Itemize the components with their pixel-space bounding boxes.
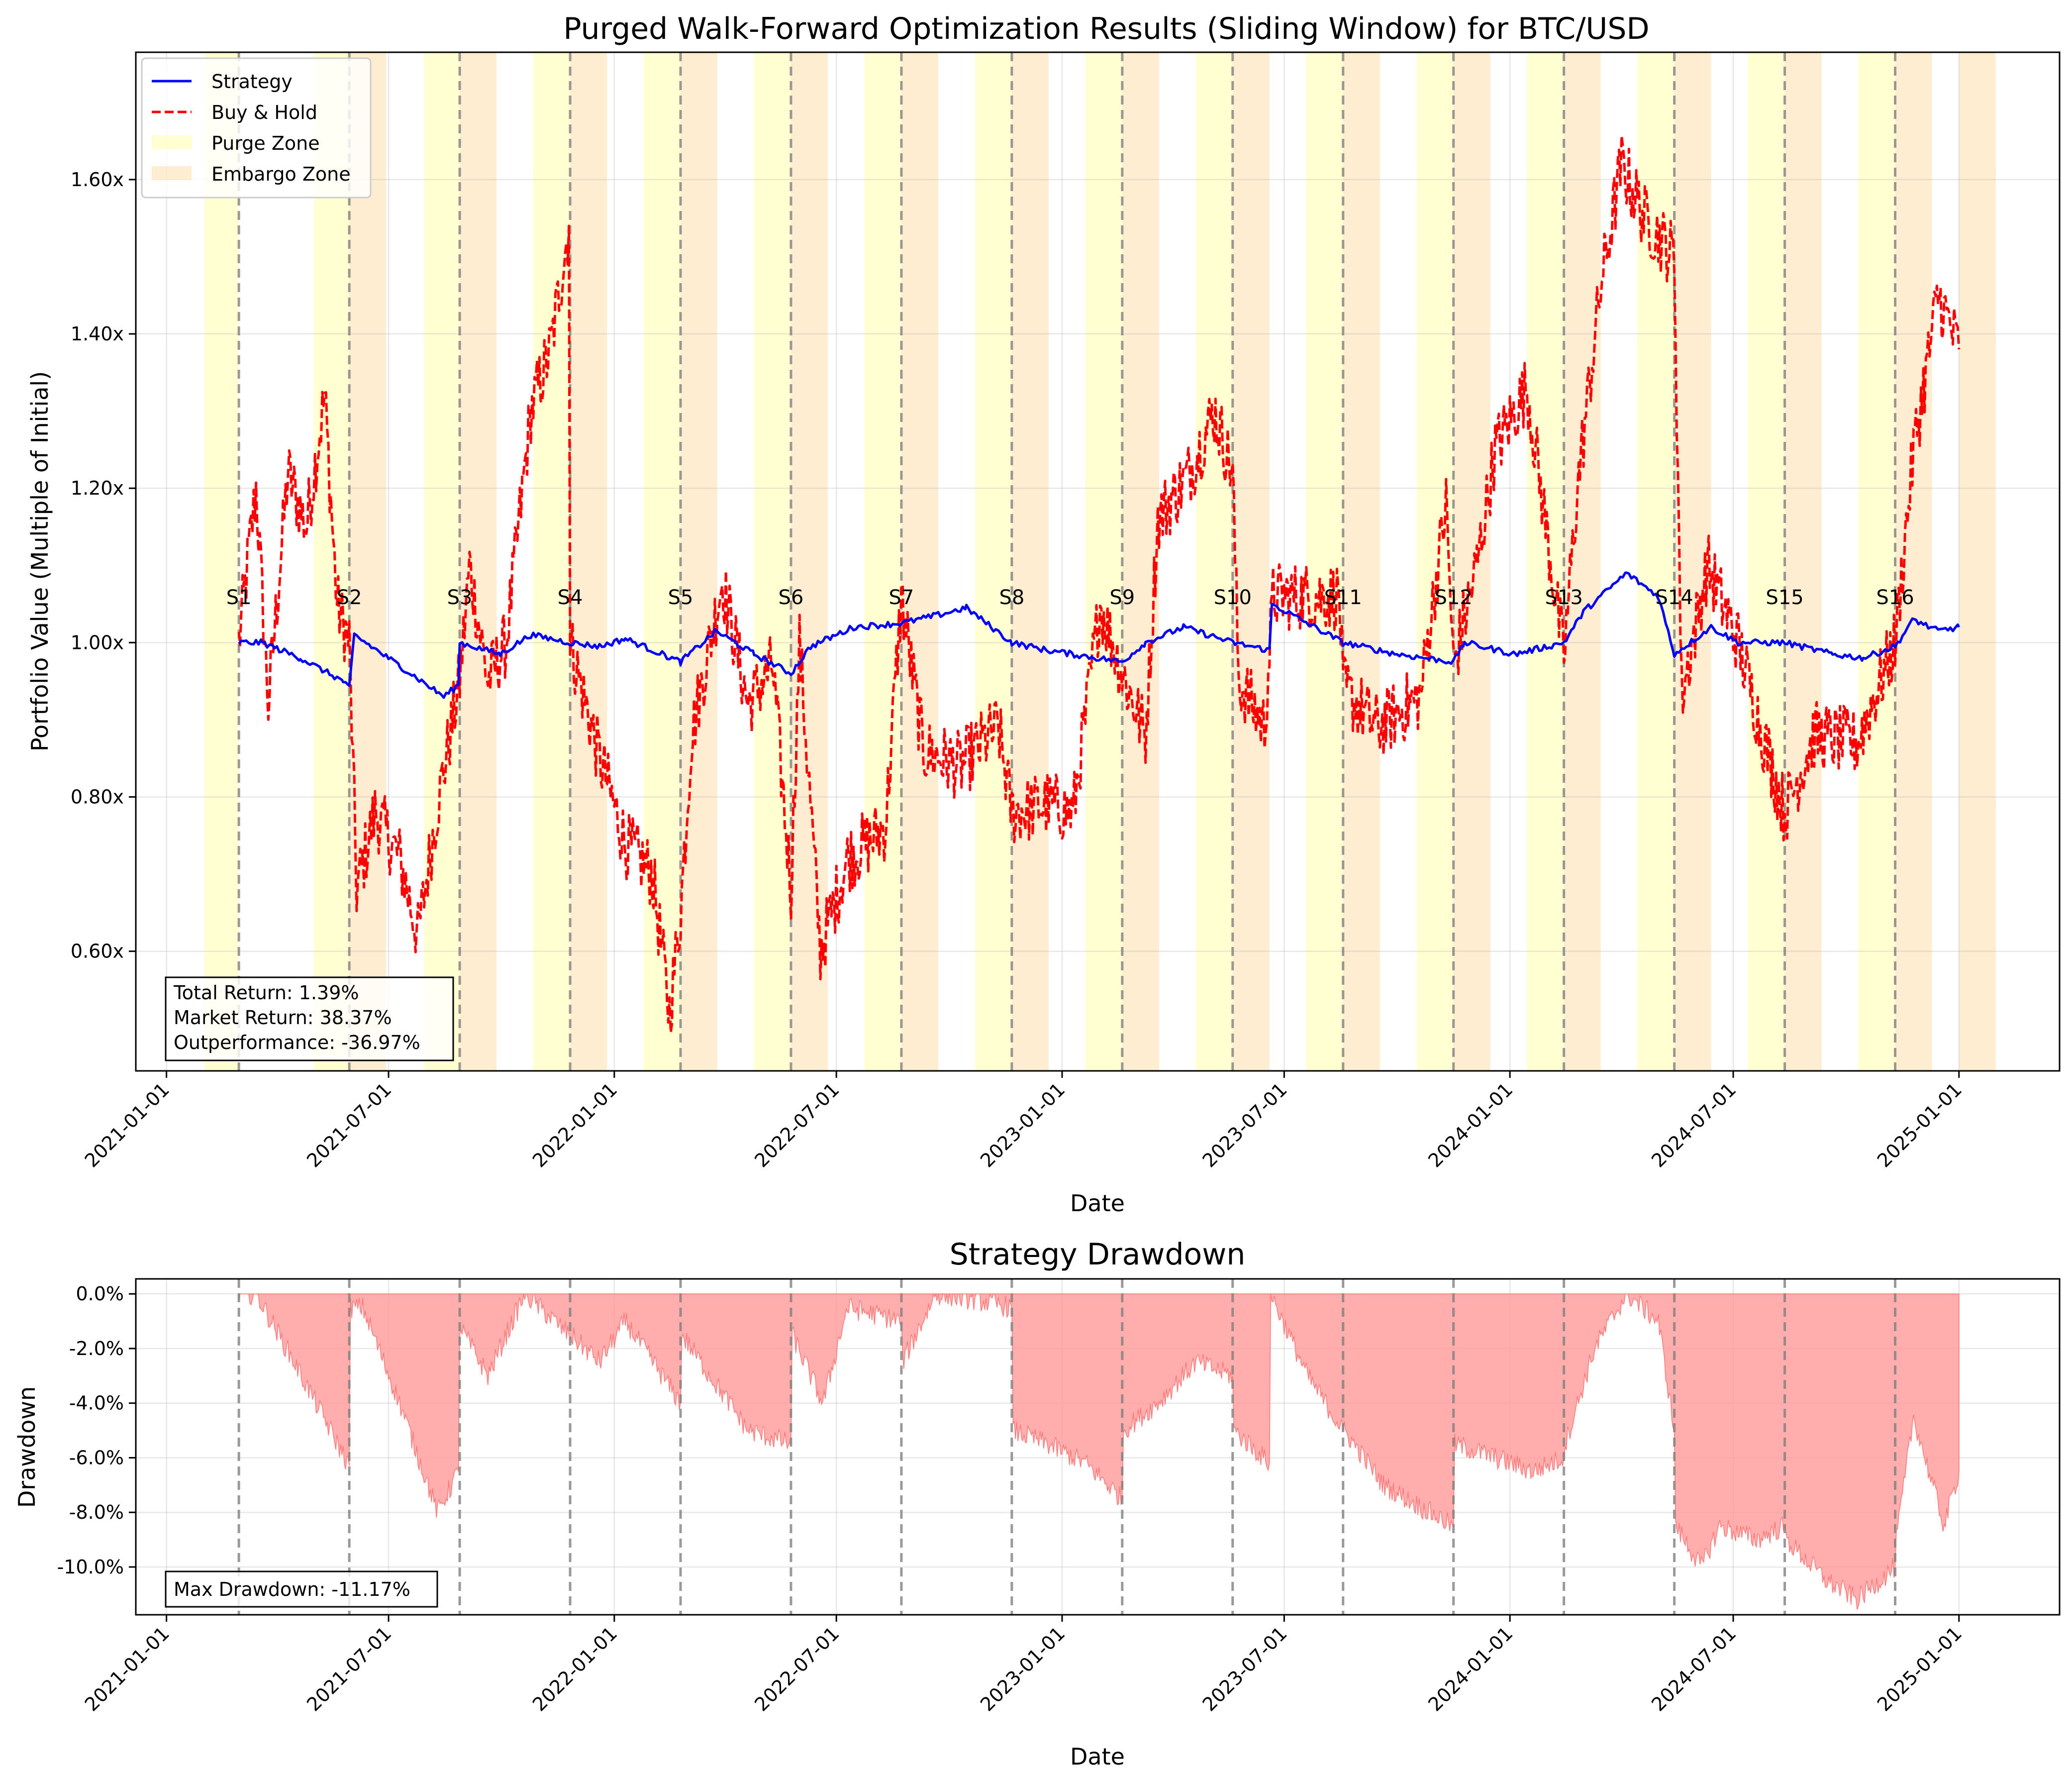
embargo-zone-S10 <box>1232 52 1270 1071</box>
purge-zone-S13 <box>1527 52 1564 1071</box>
y-tick-label: -6.0% <box>69 1447 124 1468</box>
legend-embargo-label: Embargo Zone <box>211 163 351 185</box>
legend: Strategy Buy & Hold Purge Zone Embargo Z… <box>141 57 372 199</box>
main-chart-x-axis-title: Date <box>1070 1190 1125 1217</box>
buy-hold-line <box>237 134 1961 1034</box>
split-label-S1: S1 <box>226 586 252 609</box>
max-drawdown-frame <box>165 1570 438 1608</box>
split-labels: S1 S2 S3 S4 S5 S6 S7 S8 S9 S10 S11 S12 S13 S14 S15 S16 <box>226 586 1914 609</box>
y-tick-label: 1.20x <box>71 477 124 499</box>
purge-zone-S9 <box>1085 52 1122 1071</box>
drawdown-chart-y-axis: 0.0% -2.0% -4.0% -6.0% -8.0% -10.0% <box>57 1283 136 1578</box>
purge-zone-S4 <box>533 52 571 1071</box>
purge-zone-S3 <box>424 52 460 1071</box>
strategy-line <box>238 571 1961 699</box>
y-tick-label: 1.40x <box>71 323 124 345</box>
purge-zone-S15 <box>1748 52 1785 1071</box>
drawdown-chart-frame <box>135 1278 2061 1616</box>
split-label-S5: S5 <box>668 586 693 609</box>
total-return-text: Total Return: 1.39% <box>173 982 359 1004</box>
split-label-S9: S9 <box>1109 586 1135 609</box>
y-tick-label: 0.80x <box>71 786 124 808</box>
split-label-S13: S13 <box>1545 586 1583 609</box>
drawdown-split-lines <box>237 1279 1897 1615</box>
main-chart-frame <box>135 51 2061 1072</box>
legend-strategy-label: Strategy <box>211 71 293 93</box>
market-return-text: Market Return: 38.37% <box>174 1007 392 1029</box>
purge-zone-S5 <box>644 52 681 1071</box>
main-chart: Purged Walk-Forward Optimization Results… <box>26 11 2061 1217</box>
y-tick-label: 1.60x <box>71 169 124 191</box>
legend-item-embargo-zone: Embargo Zone <box>152 163 351 185</box>
legend-item-purge-zone: Purge Zone <box>152 132 320 154</box>
purge-zone-S7 <box>864 52 901 1071</box>
split-label-S3: S3 <box>447 586 473 609</box>
split-label-S12: S12 <box>1435 586 1473 609</box>
purge-zone-S6 <box>754 52 791 1071</box>
drawdown-chart-x-axis-title: Date <box>1070 1743 1125 1770</box>
embargo-zone-S5 <box>680 52 717 1071</box>
split-label-S6: S6 <box>779 586 804 609</box>
legend-buy-hold-label: Buy & Hold <box>211 102 317 123</box>
embargo-zone-S3 <box>460 52 497 1071</box>
embargo-zone-S7 <box>901 52 938 1071</box>
legend-box <box>141 57 372 199</box>
purge-zone-S14 <box>1637 52 1675 1071</box>
embargo-zone-S8 <box>1011 52 1049 1071</box>
drawdown-chart-title: Strategy Drawdown <box>950 1237 1246 1272</box>
main-chart-title: Purged Walk-Forward Optimization Results… <box>563 11 1649 46</box>
split-label-S15: S15 <box>1766 586 1803 609</box>
embargo-zone-S2 <box>349 52 387 1071</box>
outperformance-text: Outperformance: -36.97% <box>174 1032 420 1053</box>
performance-summary-frame <box>165 976 454 1061</box>
y-tick-label: -10.0% <box>57 1556 124 1578</box>
split-label-S4: S4 <box>558 586 583 609</box>
embargo-zone-final <box>1959 52 1996 1071</box>
main-chart-y-axis: 0.60x 0.80x 1.00x 1.20x 1.40x 1.60x <box>71 169 136 962</box>
purge-zone-S12 <box>1416 52 1454 1071</box>
drawdown-chart-y-axis-title: Drawdown <box>13 1386 40 1508</box>
purge-zone-S11 <box>1306 52 1343 1071</box>
embargo-zone-S4 <box>570 52 607 1071</box>
split-label-S11: S11 <box>1324 586 1362 609</box>
embargo-zone-S11 <box>1343 52 1380 1071</box>
legend-item-strategy: Strategy <box>152 71 293 93</box>
split-label-S7: S7 <box>888 586 914 609</box>
y-tick-label: 0.0% <box>76 1283 124 1305</box>
purge-zone-S2 <box>313 52 350 1071</box>
split-label-S16: S16 <box>1876 586 1914 609</box>
split-label-S14: S14 <box>1655 586 1693 609</box>
main-chart-y-axis-title: Portfolio Value (Multiple of Initial) <box>26 371 53 751</box>
y-tick-label: 1.00x <box>71 631 124 653</box>
max-drawdown-box: Max Drawdown: -11.17% <box>165 1570 438 1608</box>
purge-zone-S10 <box>1195 52 1233 1071</box>
legend-embargo-swatch <box>152 166 192 180</box>
y-tick-label: 0.60x <box>71 940 124 962</box>
embargo-zone-S9 <box>1122 52 1159 1071</box>
purge-zone-S1 <box>204 52 239 1071</box>
embargo-zone-S12 <box>1453 52 1490 1071</box>
legend-purge-swatch <box>152 135 192 149</box>
y-tick-label: -8.0% <box>69 1501 124 1523</box>
embargo-zone-S15 <box>1784 52 1822 1071</box>
y-tick-label: -4.0% <box>69 1392 124 1414</box>
split-label-S8: S8 <box>999 586 1024 609</box>
performance-summary-box: Total Return: 1.39% Market Return: 38.37… <box>165 976 454 1061</box>
purge-zone-S16 <box>1858 52 1895 1071</box>
legend-item-buy-hold: Buy & Hold <box>152 102 317 123</box>
split-label-S2: S2 <box>337 586 362 609</box>
purge-zone-S8 <box>975 52 1012 1071</box>
embargo-zone-S6 <box>790 52 828 1071</box>
y-tick-label: -2.0% <box>69 1338 124 1359</box>
legend-purge-label: Purge Zone <box>211 132 320 154</box>
series-layer <box>237 134 1961 1034</box>
max-drawdown-text: Max Drawdown: -11.17% <box>174 1578 410 1600</box>
split-label-S10: S10 <box>1214 586 1252 609</box>
